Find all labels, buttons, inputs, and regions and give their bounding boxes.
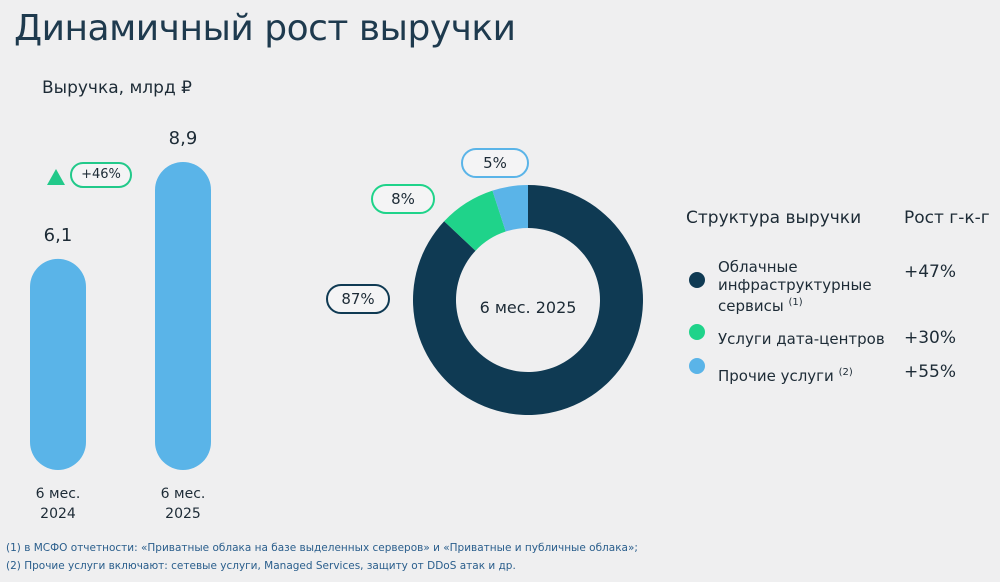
growth-arrow xyxy=(47,169,65,185)
donut-segment xyxy=(492,185,528,232)
footnote-mark: (2) xyxy=(838,367,853,378)
growth-title: Рост г-к-г xyxy=(904,208,990,228)
legend-title: Структура выручки xyxy=(686,208,862,228)
value-label: 87% xyxy=(326,284,390,314)
legend-label: Прочие услуги (2) xyxy=(718,364,888,385)
donut-segment xyxy=(412,185,643,415)
growth-value: +30% xyxy=(904,328,957,348)
value-label: 8% xyxy=(371,184,435,214)
value-label: 5% xyxy=(461,148,529,178)
slide-title: Динамичный рост выручки xyxy=(14,8,516,49)
legend-text: Облачные инфраструктурные сервисы xyxy=(718,258,872,315)
donut-segment xyxy=(444,190,506,251)
legend-label: Услуги дата-центров xyxy=(718,330,888,348)
donut-center-label: 6 мес. 2025 xyxy=(479,298,577,317)
category-label: 6 мес. 2025 xyxy=(160,486,206,522)
value-label: 8,9 xyxy=(168,128,198,149)
bar xyxy=(30,258,86,470)
legend-text: Прочие услуги xyxy=(718,367,834,385)
footnote: (1) в МСФО отчетности: «Приватные облака… xyxy=(6,542,638,554)
bar-chart-title: Выручка, млрд ₽ xyxy=(42,78,192,98)
value-label: 6,1 xyxy=(43,224,73,246)
footnote-mark: (1) xyxy=(788,297,803,308)
legend-swatch xyxy=(689,324,705,340)
legend-text: Услуги дата-центров xyxy=(718,330,885,348)
category-label: 6 мес. 2024 xyxy=(35,486,81,522)
footnote: (2) Прочие услуги включают: сетевые услу… xyxy=(6,560,516,572)
legend-swatch xyxy=(689,358,705,374)
growth-value: +47% xyxy=(904,262,957,282)
legend-label: Облачные инфраструктурные сервисы (1) xyxy=(718,258,888,315)
bar xyxy=(155,162,211,470)
growth-annotation: +46% xyxy=(70,162,132,188)
growth-value: +55% xyxy=(904,362,957,382)
legend-swatch xyxy=(689,272,705,288)
